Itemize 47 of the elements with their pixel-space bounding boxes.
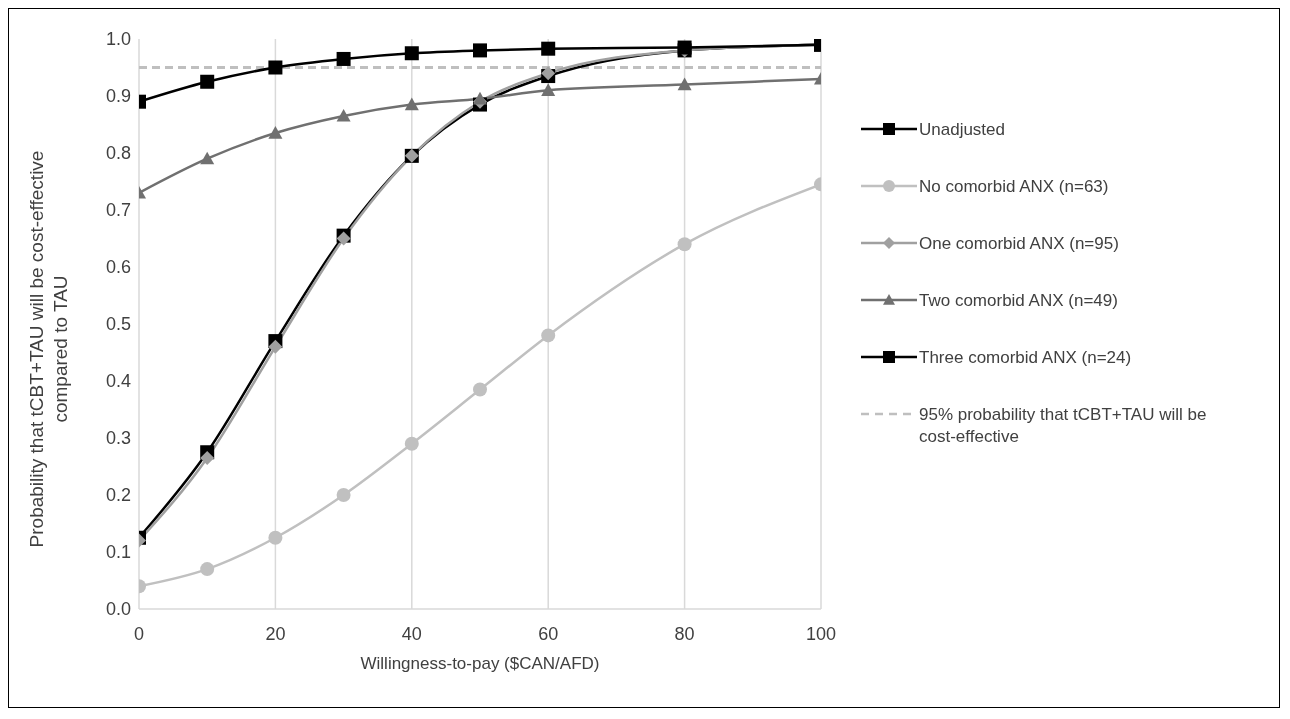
y-tick-label: 0.9 [105, 86, 131, 107]
y-tick-label: 0.0 [105, 599, 131, 620]
legend-label: Unadjusted [919, 119, 1006, 141]
point [404, 97, 419, 111]
y-tick-label: 0.2 [105, 485, 131, 506]
point [404, 46, 419, 61]
y-tick-label: 0.3 [105, 428, 131, 449]
x-tick-label: 60 [538, 623, 559, 644]
x-tick-label: 20 [265, 623, 286, 644]
point [200, 74, 215, 89]
x-axis-title: Willingness-to-pay ($CAN/AFD) [360, 654, 600, 673]
point [473, 91, 487, 105]
point [200, 562, 215, 577]
point [268, 126, 283, 139]
legend-label: No comorbid ANX (n=63) [919, 176, 1110, 198]
point [404, 436, 419, 451]
point [268, 530, 283, 545]
point [473, 43, 487, 58]
y-tick-label: 0.1 [105, 542, 131, 563]
y-tick-label: 0.5 [105, 314, 131, 335]
legend-label: One comorbid ANX (n=95) [919, 233, 1120, 255]
x-tick-label: 100 [805, 623, 837, 644]
y-tick-label: 0.7 [105, 200, 131, 221]
x-tick-label: 0 [133, 623, 145, 644]
x-tick-label: 40 [401, 623, 422, 644]
y-tick-label: 0.6 [105, 257, 131, 278]
point [200, 450, 215, 465]
legend-label: Three comorbid ANX (n=24) [919, 347, 1133, 369]
y-axis-title: Probability that tCBT+TAU will be cost-effective compared to TAU [25, 149, 72, 550]
point [336, 108, 351, 122]
point [336, 488, 351, 502]
point [336, 51, 351, 66]
point [541, 328, 556, 343]
point [677, 77, 692, 91]
y-tick-label: 1.0 [105, 29, 131, 50]
point [473, 382, 487, 397]
x-tick-label: 80 [674, 623, 695, 644]
point [268, 60, 283, 75]
legend-label: Two comorbid ANX (n=49) [919, 290, 1119, 312]
y-tick-label: 0.8 [105, 143, 131, 164]
point [677, 237, 692, 252]
point [200, 151, 215, 165]
point [268, 339, 283, 354]
point [541, 83, 556, 96]
point [541, 41, 556, 56]
y-tick-label: 0.4 [105, 371, 131, 392]
legend-label: 95% probability that tCBT+TAU will be cost-effective [919, 404, 1208, 448]
